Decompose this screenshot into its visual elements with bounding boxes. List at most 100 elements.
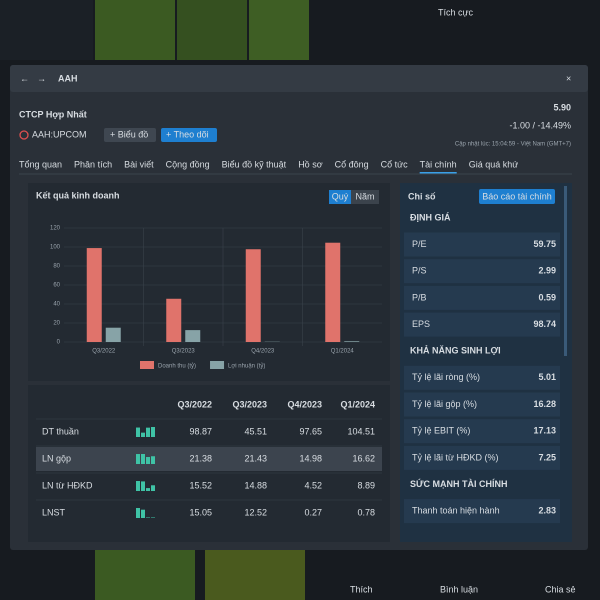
tab[interactable]: Bài viết [124,159,154,169]
tab[interactable]: Cổ tức [381,159,409,169]
bar [166,298,182,342]
tab[interactable]: Cộng đồng [166,159,210,169]
heat-cell [95,550,195,600]
section-header: SỨC MẠNH TÀI CHÍNH [410,478,507,489]
bar [344,341,360,342]
follow-button[interactable] [161,128,217,142]
window-title: AAH [58,73,78,83]
x-tick-label: Q3/2022 [92,349,116,355]
report-button-label[interactable]: Báo cáo tài chính [482,191,552,201]
cell: 14.98 [299,453,322,463]
tab[interactable]: Cổ đông [335,159,369,169]
spark-bar [141,481,145,491]
side-panel [0,0,93,60]
quarter-toggle[interactable] [329,190,351,204]
cell: 16.62 [352,453,375,463]
y-tick-label: 0 [57,340,61,346]
bar [86,248,102,342]
cell: 0.27 [304,507,322,517]
heat-cell [95,0,175,60]
bar [185,330,201,342]
ratio-name: EPS [412,319,430,329]
ticker: AAH:UPCOM [32,129,87,139]
y-tick-label: 120 [50,226,61,232]
cell: 4.52 [304,480,322,490]
chart-button-label[interactable]: + Biểu đồ [110,129,148,139]
ratio-name: Tỷ lệ lãi ròng (%) [412,372,480,382]
ratio-row [404,419,560,444]
forward-arrow[interactable]: → [37,73,46,83]
cell: 15.52 [189,480,212,490]
legend-label: Lợi nhuận (tỷ) [228,363,265,370]
tab-underline [419,172,457,174]
section-header: ĐỊNH GIÁ [410,212,451,222]
ratio-name: P/S [412,266,427,276]
x-tick-label: Q1/2024 [331,349,355,355]
spark-bar [146,517,150,518]
tab[interactable]: Phân tích [74,159,112,169]
legend-swatch [210,361,225,369]
ratio-row [404,285,560,310]
spark-bar [136,427,140,437]
ratio-value: 59.75 [533,239,556,249]
ticker-icon [19,130,29,140]
close-button[interactable]: × [566,73,571,83]
cell: 8.89 [357,480,375,490]
spark-bar [136,508,140,518]
spark-bar [151,517,155,518]
bg-comment[interactable]: Bình luận [440,584,478,594]
heat-cell [177,0,247,60]
bar [325,242,341,342]
follow-button-label[interactable]: + Theo dõi [166,129,209,139]
column-header: Q3/2023 [232,399,267,409]
back-arrow[interactable]: ← [20,73,29,83]
price: 5.90 [553,102,571,112]
chart-button[interactable] [104,128,156,142]
cell: 12.52 [244,507,267,517]
spark-bar [141,509,145,518]
row-name: LNST [42,507,66,517]
column-header: Q3/2022 [177,399,212,409]
tab[interactable]: Biểu đồ kỹ thuật [222,159,287,169]
tab[interactable]: Tổng quan [19,159,62,169]
table: Q3/2022 Q3/2023 Q4/2023 Q1/2024 DT thuần 98.8… [36,399,382,518]
tab[interactable]: Giá quá khứ [469,159,519,169]
heat-cell [249,0,309,60]
spark-bar [146,457,150,464]
year-toggle-label[interactable]: Năm [355,191,374,201]
bg-share[interactable]: Chia sẻ [545,584,576,594]
row-name: LN từ HĐKD [42,480,93,490]
cell: 15.05 [189,507,212,517]
bg-tag: Tích cực [438,7,474,17]
cell: 98.87 [189,426,212,436]
ratio-name: P/E [412,239,427,249]
tabs: Tổng quan Phân tích Bài viết Cộng đồng Biểu … [19,159,518,174]
cell: 97.65 [299,426,322,436]
ratio-row [404,259,560,284]
tab[interactable]: Hồ sơ [298,159,323,169]
y-tick-label: 80 [53,264,60,270]
cell: 104.51 [347,426,375,436]
year-toggle[interactable] [351,190,379,204]
chart-title: Kết quả kinh doanh [36,190,120,200]
ratio-row [404,392,560,417]
tab[interactable]: Tài chính [420,159,457,169]
cell: 21.43 [244,453,267,463]
quarter-toggle-label[interactable]: Quý [332,191,349,201]
bar [105,327,121,342]
y-tick-label: 60 [53,283,60,289]
ratio-value: 16.28 [533,399,556,409]
updated-at: Cập nhật lúc: 15:04:59 - Việt Nam (GMT+7… [455,142,571,148]
column-header: Q4/2023 [287,399,322,409]
ratio-name: Tỷ lệ lãi từ HĐKD (%) [412,452,499,462]
y-tick-label: 20 [53,321,60,327]
y-tick-label: 100 [50,245,61,251]
report-button[interactable] [479,189,555,204]
cell: 21.38 [189,453,212,463]
bar [245,249,261,342]
cell: 0.78 [357,507,375,517]
bg-like[interactable]: Thích [350,584,373,594]
spark-bar [136,481,140,491]
ratio-name: Tỷ lệ EBIT (%) [412,426,470,436]
